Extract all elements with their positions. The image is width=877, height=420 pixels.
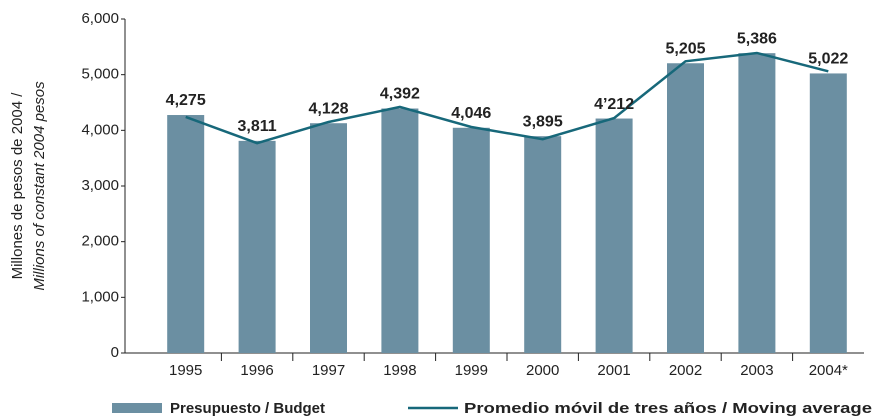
bar — [167, 115, 205, 354]
legend-swatch — [112, 403, 162, 413]
x-tick-label: 1997 — [312, 362, 345, 379]
x-tick-label: 1996 — [240, 362, 273, 379]
value-label: 4’212 — [594, 96, 634, 113]
value-label: 5,205 — [665, 40, 705, 57]
legend-label: Presupuesto / Budget — [170, 400, 325, 417]
bar — [310, 123, 347, 353]
y-tick-label: 2,000 — [81, 233, 119, 250]
bar — [667, 63, 704, 353]
value-label: 4,046 — [451, 105, 491, 122]
y-tick-label: 0 — [111, 344, 119, 361]
bar — [524, 136, 562, 353]
x-tick-label: 2003 — [740, 362, 773, 379]
y-tick-label: 5,000 — [81, 66, 119, 83]
value-label: 5,022 — [808, 51, 848, 68]
value-label: 4,275 — [166, 92, 206, 109]
x-tick-label: 2000 — [526, 362, 559, 379]
value-label: 3,895 — [523, 113, 563, 130]
x-tick-label: 2001 — [597, 362, 630, 379]
bar — [238, 140, 276, 353]
bar — [452, 127, 490, 353]
x-tick-label: 2004* — [809, 362, 848, 379]
y-tick-label: 4,000 — [81, 121, 119, 138]
legend-label: Promedio móvil de tres años / Moving ave… — [464, 400, 872, 417]
bar — [595, 118, 633, 353]
value-label: 4,128 — [308, 100, 348, 117]
y-axis-label: Millones de pesos de 2004 / — [9, 92, 26, 280]
y-tick-label: 6,000 — [81, 10, 119, 27]
bar — [381, 108, 419, 354]
y-axis-label: Millions of constant 2004 pesos — [31, 81, 48, 291]
x-tick-label: 1998 — [383, 362, 416, 379]
value-label: 5,386 — [737, 30, 777, 47]
y-tick-label: 1,000 — [81, 288, 119, 305]
bar — [809, 73, 847, 353]
value-label: 3,811 — [238, 118, 277, 135]
value-label: 4,392 — [380, 86, 420, 103]
x-tick-label: 2002 — [669, 362, 702, 379]
bar — [738, 53, 776, 354]
y-tick-label: 3,000 — [81, 177, 119, 194]
x-tick-label: 1999 — [455, 362, 488, 379]
x-tick-label: 1995 — [169, 362, 202, 379]
moving-average-line — [185, 51, 829, 145]
